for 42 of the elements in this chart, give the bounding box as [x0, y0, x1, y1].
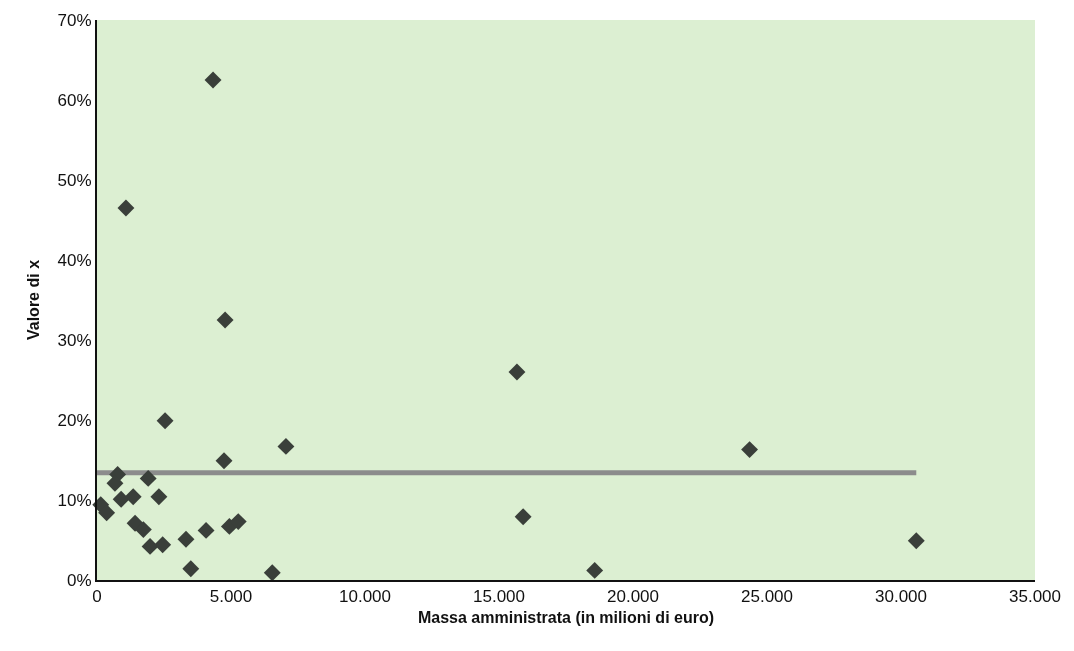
point: [215, 452, 233, 470]
point: [514, 508, 532, 526]
point: [508, 363, 526, 381]
point: [741, 441, 759, 459]
point: [156, 412, 174, 430]
y-tick-label: 40%: [57, 250, 92, 270]
point: [141, 537, 159, 555]
x-tick-label: 20.000: [607, 587, 659, 607]
x-axis-title: Massa amministrata (in milioni di euro): [417, 608, 715, 626]
point: [197, 521, 215, 539]
point: [277, 437, 295, 455]
point: [139, 469, 157, 487]
x-tick-label: 0: [92, 587, 102, 607]
y-tick-label: 0%: [67, 570, 92, 590]
point: [112, 490, 130, 508]
point: [586, 561, 604, 579]
y-tick-label: 30%: [57, 330, 92, 350]
x-tick-label: 30.000: [875, 587, 927, 607]
y-tick-label: 70%: [57, 10, 92, 30]
point: [150, 488, 168, 506]
point: [907, 532, 925, 550]
x-tick-label: 5.000: [209, 587, 253, 607]
point: [134, 521, 152, 539]
point: [204, 71, 222, 89]
point: [98, 504, 116, 522]
point: [124, 488, 142, 506]
x-tick-label: 35.000: [1009, 587, 1061, 607]
x-tick-label: 10.000: [339, 587, 391, 607]
point: [117, 199, 135, 217]
point: [263, 564, 281, 582]
y-axis-title: Valore di x: [24, 259, 42, 341]
x-tick-label: 25.000: [741, 587, 793, 607]
y-tick-label: 10%: [57, 490, 92, 510]
x-tick-label: 15.000: [473, 587, 525, 607]
point: [182, 560, 200, 578]
y-tick-label: 60%: [57, 90, 92, 110]
point: [177, 530, 195, 548]
point: [216, 311, 234, 329]
y-tick-label: 20%: [57, 410, 92, 430]
point: [229, 513, 247, 531]
point: [154, 536, 172, 554]
y-tick-label: 50%: [57, 170, 92, 190]
